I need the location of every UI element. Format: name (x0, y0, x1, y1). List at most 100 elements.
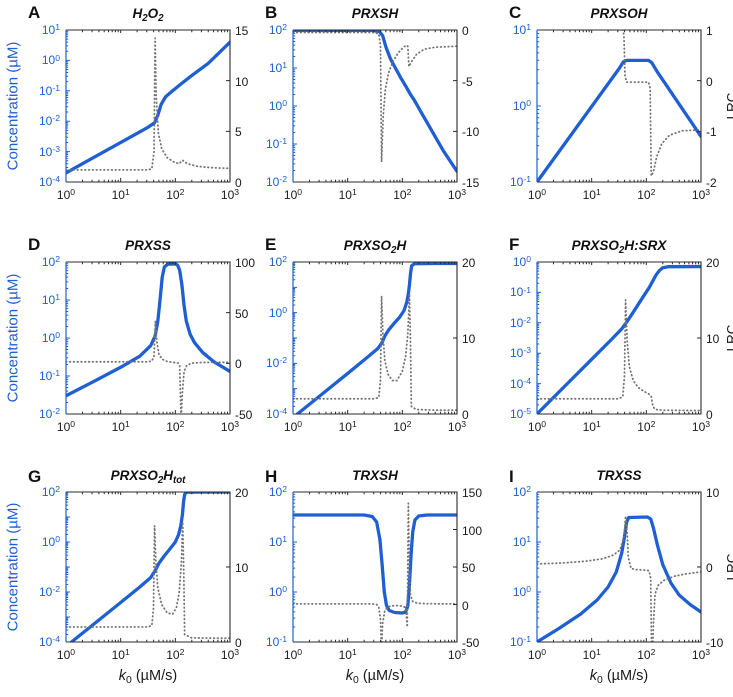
tick-base: 10 (582, 648, 596, 662)
x-tick-label: 100 (273, 419, 313, 433)
tick-exponent: 2 (282, 484, 287, 495)
panel-H: H TRXSH 102 101 100 10-1 150 100 50 0 -50 100 101 102… (245, 464, 489, 697)
tick-exponent: 2 (179, 647, 185, 658)
tick-exponent: 1 (55, 22, 60, 33)
tick-base: 10 (38, 369, 53, 383)
tick-base: 10 (265, 175, 280, 189)
tick-base: 10 (509, 346, 524, 361)
panel-letter: F (509, 235, 520, 254)
y-tick-label: 10-1 (491, 174, 531, 188)
right-tick-label: 5 (235, 125, 242, 140)
tick-base: 10 (41, 53, 56, 68)
x-tick-label: 101 (572, 648, 612, 662)
tick-base: 10 (38, 635, 53, 649)
tick-exponent: 0 (282, 304, 287, 315)
plot-canvas (0, 0, 245, 232)
x-tick-label: 100 (46, 647, 86, 661)
tick-exponent: 3 (461, 187, 467, 198)
tick-base: 10 (268, 23, 283, 37)
tick-base: 10 (220, 420, 235, 434)
tick-base: 10 (265, 407, 280, 421)
tick-exponent: 1 (124, 647, 130, 658)
tick-exponent: 2 (55, 254, 60, 265)
text-run: PRXSO (110, 468, 158, 483)
right-axis-label: LRC (724, 553, 733, 581)
plot-canvas (489, 464, 733, 697)
tick-exponent: -1 (523, 174, 531, 185)
right-tick-label: 0 (235, 176, 242, 190)
tick-exponent: 2 (526, 484, 531, 495)
tick-exponent: -4 (523, 375, 531, 386)
tick-base: 10 (527, 420, 542, 434)
tick-exponent: 0 (282, 584, 287, 595)
tick-exponent: 0 (70, 187, 76, 198)
x-tick-label: 100 (517, 420, 557, 434)
x-tick-label: 102 (155, 188, 195, 202)
tick-exponent: 1 (124, 187, 130, 198)
plot-canvas (0, 232, 245, 464)
tick-exponent: 0 (526, 98, 531, 109)
tick-base: 10 (111, 420, 125, 434)
tick-exponent: 3 (705, 647, 711, 658)
y-tick-label: 10-4 (20, 634, 60, 649)
text-run: k (118, 668, 127, 684)
panel-title: PRXSH (281, 6, 469, 22)
tick-exponent: 3 (234, 187, 240, 198)
x-tick-label: 102 (155, 420, 195, 433)
tick-base: 10 (41, 255, 56, 269)
y-tick-label: 101 (20, 293, 60, 306)
y-tick-label: 100 (491, 585, 531, 598)
tick-exponent: 1 (282, 534, 287, 545)
tick-exponent: 3 (234, 419, 240, 430)
plot-canvas (489, 0, 733, 232)
tick-base: 10 (338, 188, 352, 202)
right-tick-label: -10 (706, 636, 724, 650)
tick-exponent: -3 (52, 143, 60, 154)
y-tick-label: 10-4 (491, 375, 531, 389)
x-axis-label: k0 (µM/s) (66, 668, 230, 686)
tick-base: 10 (166, 188, 180, 202)
x-tick-label: 102 (626, 648, 666, 661)
y-tick-label: 101 (247, 61, 287, 74)
tick-exponent: 0 (70, 419, 76, 430)
right-tick-label: 0 (706, 74, 713, 89)
tick-base: 10 (393, 648, 407, 662)
y-tick-label: 101 (491, 534, 531, 548)
tick-base: 10 (166, 648, 180, 662)
y-tick-label: 102 (247, 484, 287, 498)
y-tick-label: 100 (20, 535, 60, 548)
x-tick-label: 100 (273, 648, 313, 661)
x-tick-label: 103 (437, 187, 477, 201)
text-run: H (132, 6, 143, 21)
text-run: PRXSO (343, 238, 392, 253)
tick-exponent: -3 (523, 345, 531, 356)
panel-letter: B (265, 3, 278, 22)
tick-base: 10 (265, 137, 280, 151)
y-tick-label: 10-3 (491, 345, 531, 361)
y-tick-label: 10-2 (20, 407, 60, 420)
tick-exponent: 2 (650, 419, 656, 430)
plot-canvas (489, 232, 733, 464)
tick-exponent: 0 (282, 98, 287, 109)
tick-base: 10 (41, 485, 56, 499)
text-run: 2 (157, 474, 164, 486)
tick-base: 10 (41, 23, 56, 37)
tick-base: 10 (220, 648, 235, 662)
text-run: 0 (126, 674, 132, 686)
y-tick-label: 102 (20, 254, 60, 269)
tick-exponent: 2 (650, 187, 656, 198)
panel-title: PRXSS (54, 238, 242, 254)
tick-exponent: 0 (541, 647, 547, 658)
panel-letter: G (28, 467, 42, 486)
right-axis-label: LRC (724, 324, 733, 352)
right-tick-label: -50 (462, 636, 480, 650)
tick-exponent: 0 (70, 647, 76, 658)
tick-exponent: 1 (595, 419, 601, 430)
tick-exponent: 1 (526, 534, 531, 545)
tick-base: 10 (111, 188, 125, 202)
tick-base: 10 (56, 420, 71, 434)
tick-exponent: -4 (52, 634, 60, 645)
tick-exponent: 0 (297, 419, 303, 430)
panel-E: E PRXSO2H 102 100 10-2 10-4 20 10 0 100 101 102 103 (245, 232, 489, 464)
